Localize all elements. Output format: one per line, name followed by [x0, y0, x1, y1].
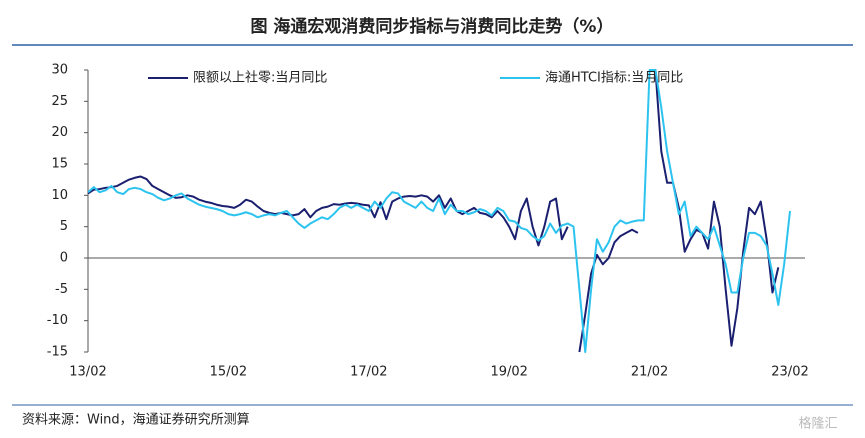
- y-tick-label: 25: [51, 94, 68, 109]
- legend-label: 限额以上社零:当月同比: [193, 70, 327, 86]
- x-tick-label: 15/02: [210, 365, 247, 380]
- y-tick-label: 5: [60, 219, 68, 234]
- y-tick-label: 10: [51, 188, 68, 203]
- legend-label: 海通HTCI指标:当月同比: [545, 71, 683, 86]
- series-line: [88, 69, 780, 353]
- y-tick-label: 30: [51, 63, 68, 78]
- y-tick-label: 0: [60, 251, 68, 266]
- y-tick-label: 20: [51, 125, 68, 140]
- series-line: [88, 69, 791, 353]
- x-tick-label: 13/02: [69, 365, 106, 380]
- watermark: 格隆汇: [798, 416, 837, 432]
- x-tick-label: 17/02: [350, 365, 387, 380]
- y-tick-label: -15: [47, 345, 68, 360]
- y-tick-label: -10: [47, 313, 68, 328]
- source-note: 资料来源：Wind，海通证券研究所测算: [22, 412, 250, 428]
- x-tick-label: 19/02: [490, 365, 527, 380]
- x-tick-label: 23/02: [771, 365, 808, 380]
- chart-title: 图 海通宏观消费同步指标与消费同比走势（%）: [251, 16, 614, 37]
- y-tick-label: -5: [55, 282, 68, 297]
- y-tick-label: 15: [51, 157, 68, 172]
- x-tick-label: 21/02: [631, 365, 668, 380]
